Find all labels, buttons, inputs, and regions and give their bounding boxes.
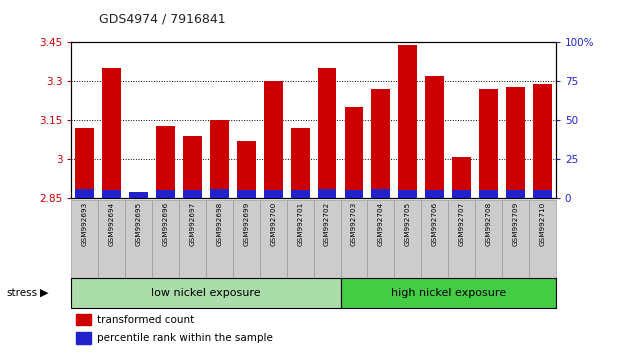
Text: GSM992701: GSM992701 (297, 202, 303, 246)
Text: GSM992708: GSM992708 (486, 202, 491, 246)
Text: GSM992696: GSM992696 (163, 202, 168, 246)
Bar (529, 200, 556, 278)
Bar (371, 189, 390, 198)
Bar (291, 190, 309, 198)
Text: GSM992703: GSM992703 (351, 202, 357, 246)
Bar (76, 128, 94, 198)
Bar (425, 76, 444, 198)
Bar (233, 200, 260, 278)
Bar (452, 190, 471, 198)
Bar (425, 190, 444, 198)
Bar (317, 68, 337, 198)
Text: transformed count: transformed count (97, 315, 194, 325)
Bar (475, 200, 502, 278)
Bar (210, 120, 229, 198)
Bar (479, 190, 498, 198)
Bar (156, 190, 175, 198)
Bar (340, 278, 556, 308)
Bar (102, 190, 121, 198)
Text: GSM992699: GSM992699 (243, 202, 249, 246)
Bar (76, 332, 91, 344)
Bar (399, 45, 417, 198)
Text: GSM992710: GSM992710 (540, 202, 545, 246)
Bar (237, 141, 256, 198)
Bar (71, 200, 98, 278)
Bar (506, 87, 525, 198)
Bar (264, 190, 283, 198)
Bar (452, 157, 471, 198)
Bar (179, 200, 206, 278)
Bar (345, 107, 363, 198)
Text: GSM992693: GSM992693 (82, 202, 88, 246)
Bar (260, 200, 287, 278)
Text: GSM992709: GSM992709 (512, 202, 519, 246)
Text: stress: stress (6, 288, 37, 298)
Bar (506, 190, 525, 198)
Bar (345, 190, 363, 198)
Text: GSM992694: GSM992694 (109, 202, 115, 246)
Bar (533, 84, 551, 198)
Bar (129, 192, 148, 198)
Bar (76, 314, 91, 325)
Text: GSM992706: GSM992706 (432, 202, 438, 246)
Bar (129, 193, 148, 198)
Bar (291, 128, 309, 198)
Text: GSM992700: GSM992700 (270, 202, 276, 246)
Text: percentile rank within the sample: percentile rank within the sample (97, 333, 273, 343)
Bar (287, 200, 314, 278)
Bar (533, 190, 551, 198)
Bar (421, 200, 448, 278)
Bar (502, 200, 529, 278)
Bar (98, 200, 125, 278)
Text: high nickel exposure: high nickel exposure (391, 288, 505, 298)
Bar (394, 200, 421, 278)
Text: GDS4974 / 7916841: GDS4974 / 7916841 (99, 12, 226, 25)
Text: GSM992695: GSM992695 (136, 202, 142, 246)
Bar (314, 200, 340, 278)
Text: ▶: ▶ (40, 288, 49, 298)
Bar (156, 126, 175, 198)
Bar (264, 81, 283, 198)
Text: low nickel exposure: low nickel exposure (151, 288, 261, 298)
Bar (368, 200, 394, 278)
Bar (399, 190, 417, 198)
Bar (71, 278, 340, 308)
Text: GSM992705: GSM992705 (405, 202, 410, 246)
Bar (152, 200, 179, 278)
Text: GSM992702: GSM992702 (324, 202, 330, 246)
Bar (125, 200, 152, 278)
Bar (206, 200, 233, 278)
Text: GSM992707: GSM992707 (459, 202, 465, 246)
Text: GSM992704: GSM992704 (378, 202, 384, 246)
Bar (448, 200, 475, 278)
Bar (210, 189, 229, 198)
Bar (183, 136, 202, 198)
Text: GSM992697: GSM992697 (189, 202, 196, 246)
Bar (371, 89, 390, 198)
Bar (76, 189, 94, 198)
Bar (317, 189, 337, 198)
Bar (102, 68, 121, 198)
Bar (237, 190, 256, 198)
Bar (340, 200, 368, 278)
Text: GSM992698: GSM992698 (217, 202, 222, 246)
Bar (183, 190, 202, 198)
Bar (479, 89, 498, 198)
